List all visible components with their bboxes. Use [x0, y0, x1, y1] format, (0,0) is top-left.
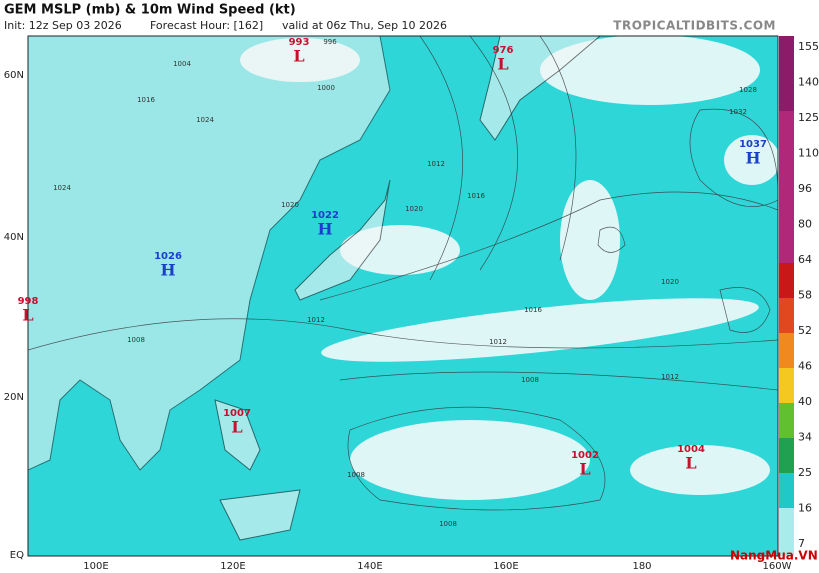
isobar-label: 1020	[281, 201, 299, 209]
colorbar-label: 40	[798, 395, 812, 408]
lon-label: 160W	[763, 561, 792, 572]
isobar-label: 1012	[661, 373, 679, 381]
center-pressure: 1004	[677, 444, 705, 455]
site-name: TROPICALTIDBITS.COM	[613, 19, 776, 33]
isobar-label: 1020	[405, 205, 423, 213]
colorbar-label: 46	[798, 360, 812, 373]
colorbar-label: 58	[798, 289, 812, 302]
isobar-label: 1008	[347, 471, 365, 479]
center-pressure: 1022	[311, 210, 339, 221]
isobar-label: 1016	[467, 192, 485, 200]
valid-time: valid at 06z Thu, Sep 10 2026	[282, 19, 447, 32]
isobar-label: 1000	[317, 84, 335, 92]
isobar-label: 1008	[439, 520, 457, 528]
center-symbol: H	[745, 149, 760, 168]
colorbar-label: 96	[798, 182, 812, 195]
isobar-label: 1024	[196, 116, 214, 124]
center-symbol: L	[22, 306, 33, 325]
colorbar-label: 125	[798, 111, 819, 124]
isobar-label: 1016	[137, 96, 155, 104]
lat-label: 40N	[4, 232, 24, 243]
center-pressure: 1037	[739, 139, 767, 150]
isobar-label: 1012	[427, 160, 445, 168]
center-symbol: L	[685, 454, 696, 473]
isobar-label: 1024	[53, 184, 71, 192]
colorbar-label: 140	[798, 76, 819, 89]
lon-label: 160E	[493, 561, 518, 572]
center-symbol: L	[231, 418, 242, 437]
center-symbol: L	[579, 460, 590, 479]
map-area	[28, 36, 778, 556]
isobar-label: 1008	[127, 336, 145, 344]
isobar-label: 1020	[661, 278, 679, 286]
lon-label: 100E	[83, 561, 108, 572]
title: GEM MSLP (mb) & 10m Wind Speed (kt)	[4, 3, 296, 18]
center-pressure: 976	[493, 45, 514, 56]
center-pressure: 1007	[223, 408, 251, 419]
isobar-label: 1012	[307, 316, 325, 324]
isobar-label: 996	[323, 38, 337, 46]
center-symbol: H	[317, 220, 332, 239]
isobar-label: 1008	[521, 376, 539, 384]
colorbar-label: 155	[798, 40, 819, 53]
colorbar-label: 64	[798, 253, 812, 266]
isobar-label: 1016	[524, 306, 542, 314]
lat-label: 20N	[4, 392, 24, 403]
lat-label: EQ	[10, 550, 24, 561]
colorbar-label: 52	[798, 324, 812, 337]
colorbar-label: 25	[798, 466, 812, 479]
isobar-label: 1032	[729, 108, 747, 116]
watermark: NangMua.VN	[730, 549, 818, 563]
lat-label: 60N	[4, 70, 24, 81]
lon-label: 140E	[357, 561, 382, 572]
lon-label: 180	[632, 561, 651, 572]
forecast-hour: Forecast Hour: [162]	[150, 19, 263, 32]
init: Init: 12z Sep 03 2026	[4, 19, 122, 32]
center-pressure: 1002	[571, 450, 599, 461]
center-symbol: H	[160, 261, 175, 280]
colorbar	[779, 36, 794, 556]
colorbar-label: 34	[798, 431, 812, 444]
center-pressure: 993	[289, 37, 310, 48]
map-frame	[27, 35, 779, 557]
colorbar-label: 80	[798, 218, 812, 231]
center-pressure: 1026	[154, 251, 182, 262]
isobar-label: 1004	[173, 60, 191, 68]
isobar-label: 1012	[489, 338, 507, 346]
isobar-label: 1028	[739, 86, 757, 94]
colorbar-label: 16	[798, 502, 812, 515]
colorbar-label: 7	[798, 537, 805, 550]
colorbar-label: 110	[798, 147, 819, 160]
center-symbol: L	[497, 55, 508, 74]
lon-label: 120E	[220, 561, 245, 572]
center-symbol: L	[293, 47, 304, 66]
center-pressure: 998	[18, 296, 39, 307]
